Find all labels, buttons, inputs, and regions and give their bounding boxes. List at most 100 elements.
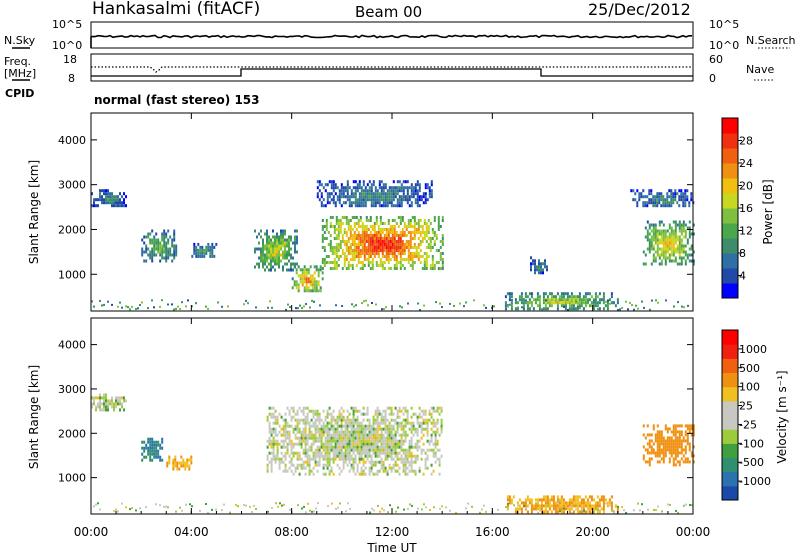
velocity-fringe-cell — [371, 507, 373, 510]
velocity-cell — [672, 427, 675, 431]
power-fringe-cell — [617, 308, 619, 311]
velocity-cell — [302, 406, 305, 410]
velocity-cell — [654, 433, 657, 437]
power-fringe-cell — [167, 303, 169, 306]
power-cell — [678, 256, 681, 260]
velocity-cell — [380, 415, 383, 419]
power-cell — [580, 301, 583, 305]
power-cell — [369, 240, 372, 243]
power-cell — [425, 231, 428, 234]
power-cell — [329, 234, 332, 237]
velocity-cell — [390, 427, 393, 431]
velocity-cell — [296, 451, 299, 455]
power-cell — [175, 253, 178, 257]
velocity-cell — [404, 448, 407, 452]
power-cell — [157, 241, 160, 245]
power-cell — [423, 219, 426, 222]
velocity-cell — [416, 457, 419, 461]
power-cell — [353, 216, 356, 219]
velocity-cell — [314, 409, 317, 413]
velocity-cell — [588, 504, 591, 508]
velocity-cell — [346, 409, 349, 413]
velocity-fringe-cell — [609, 504, 611, 507]
velocity-fringe-cell — [185, 503, 187, 506]
power-cell — [554, 298, 557, 302]
power-cell — [664, 235, 667, 239]
velocity-cell — [646, 451, 649, 455]
velocity-cell — [270, 460, 273, 464]
power-cell — [399, 216, 402, 219]
power-cell — [530, 256, 532, 260]
power-cell — [153, 250, 156, 254]
power-cell — [378, 186, 381, 190]
velocity-cell — [642, 454, 645, 458]
velocity-cell — [332, 445, 335, 449]
power-cell — [309, 277, 312, 281]
velocity-cell — [374, 433, 377, 437]
power-cell — [369, 219, 372, 222]
power-cell — [374, 189, 377, 193]
velocity-fringe-cell — [439, 507, 441, 510]
power-cell — [377, 264, 380, 267]
velocity-cell — [364, 442, 367, 446]
velocity-cell — [658, 442, 661, 446]
velocity-cell — [316, 463, 319, 467]
power-fringe-cell — [217, 301, 219, 304]
power-cell — [360, 195, 363, 199]
power-cell — [664, 232, 667, 236]
velocity-cell — [320, 433, 323, 437]
power-cell — [672, 201, 675, 205]
power-cell — [361, 264, 364, 267]
power-cell — [417, 255, 420, 258]
power-cell — [338, 198, 341, 202]
velocity-cell — [141, 452, 144, 456]
velocity-cell — [396, 409, 399, 413]
velocity-cell — [174, 458, 177, 462]
velocity-cell — [546, 498, 549, 502]
velocity-cell — [346, 427, 349, 431]
power-cell — [375, 237, 378, 240]
power-cell — [402, 195, 405, 199]
velocity-cell — [300, 418, 303, 422]
power-cell — [359, 261, 362, 264]
power-cell — [548, 298, 551, 302]
velocity-cell — [111, 399, 113, 403]
power-cell — [99, 189, 101, 193]
velocity-cell — [506, 507, 509, 511]
power-fringe-cell — [375, 303, 377, 306]
velocity-cell — [660, 448, 663, 452]
power-cell — [378, 204, 381, 208]
velocity-cell — [272, 412, 275, 416]
power-cell — [305, 271, 308, 275]
velocity-cell — [188, 458, 191, 462]
velocity-cell — [338, 445, 341, 449]
velocity-cell — [356, 424, 359, 428]
power-cell — [568, 307, 571, 311]
velocity-cell — [366, 454, 369, 458]
velocity-cell — [394, 442, 397, 446]
power-cell — [666, 256, 669, 260]
power-cell — [532, 298, 535, 302]
velocity-cell — [374, 463, 377, 467]
velocity-cell — [272, 406, 275, 410]
power-cell — [385, 234, 388, 237]
power-cell — [648, 241, 651, 245]
velocity-cell — [658, 460, 661, 464]
power-cell — [295, 268, 298, 272]
power-cell — [648, 189, 651, 193]
power-cell — [654, 201, 657, 205]
power-cell — [430, 192, 433, 196]
power-cell — [680, 232, 683, 236]
velocity-cell — [352, 436, 355, 440]
power-cell — [429, 249, 432, 252]
power-cell — [335, 264, 338, 267]
power-cell — [143, 250, 146, 254]
power-cell — [417, 222, 420, 225]
power-cell — [674, 232, 677, 236]
power-cell — [161, 247, 164, 251]
power-cell — [361, 267, 364, 270]
power-cell — [656, 229, 659, 233]
velocity-cell — [532, 504, 535, 508]
power-cell — [382, 198, 385, 202]
velocity-cell — [368, 442, 371, 446]
